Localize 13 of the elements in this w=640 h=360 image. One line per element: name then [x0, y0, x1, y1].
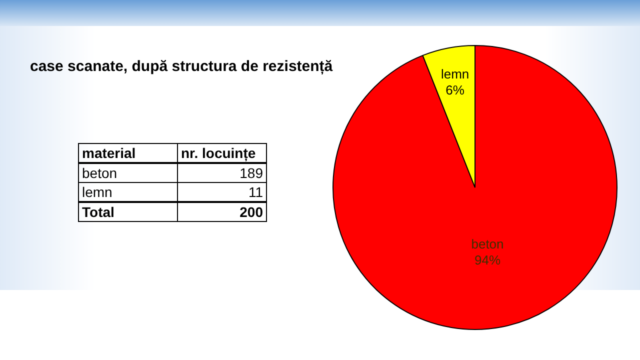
- text: Total: [78, 202, 178, 222]
- text: 189: [178, 163, 266, 182]
- text: 11: [178, 182, 266, 202]
- data-label: 94%: [474, 252, 501, 268]
- text: case scanate, după structura de rezistență: [30, 58, 333, 75]
- slice-label: beton: [471, 236, 504, 252]
- category-label: beton: [82, 165, 118, 181]
- category-label: lemn: [82, 184, 112, 200]
- slice-label: lemn: [440, 66, 470, 82]
- data-label: 6%: [446, 82, 465, 98]
- text: material: [78, 144, 178, 163]
- text: 200: [178, 202, 266, 222]
- text: nr. locuințe: [178, 144, 266, 163]
